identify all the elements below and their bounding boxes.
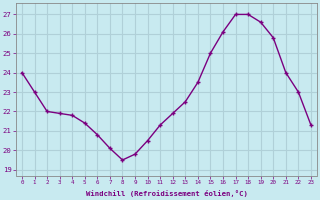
X-axis label: Windchill (Refroidissement éolien,°C): Windchill (Refroidissement éolien,°C) [85, 190, 247, 197]
